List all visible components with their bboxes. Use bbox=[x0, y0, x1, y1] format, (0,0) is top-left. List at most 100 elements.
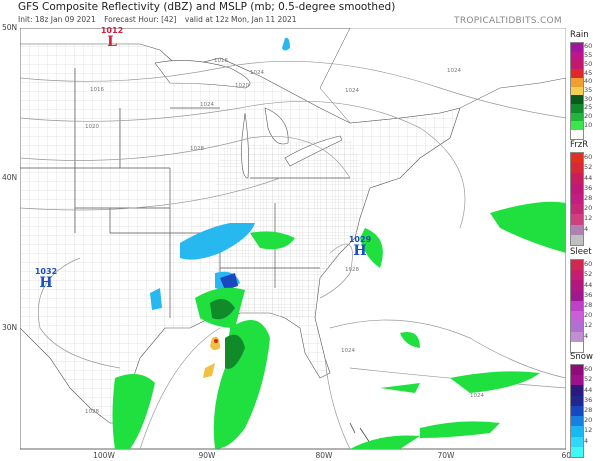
legend-colorbar-frzr bbox=[570, 152, 584, 246]
legend-label: 28 bbox=[584, 194, 593, 202]
legend-swatch bbox=[571, 112, 583, 122]
isobar-label: 1024 bbox=[447, 68, 461, 74]
lat-label-30n: 30N bbox=[2, 323, 18, 332]
legend-swatch bbox=[571, 395, 583, 406]
legend-label: 36 bbox=[584, 290, 593, 299]
map-canvas bbox=[20, 28, 566, 450]
legend-swatch bbox=[571, 385, 583, 396]
brand-watermark: TROPICALTIDBITS.COM bbox=[454, 16, 562, 26]
isobar-label: 1016 bbox=[214, 58, 228, 64]
legend-label: 60 bbox=[584, 153, 593, 162]
legend-label: 28 bbox=[584, 301, 593, 309]
legend-swatch bbox=[571, 234, 583, 245]
legend-label: 50 bbox=[584, 59, 593, 68]
legend-label: 12 bbox=[584, 426, 593, 435]
low-pressure-center: 1012 L bbox=[101, 27, 123, 50]
land-maritimes bbox=[319, 28, 566, 124]
lake-superior bbox=[154, 60, 251, 89]
land-east bbox=[210, 138, 370, 318]
legend-swatch bbox=[571, 426, 583, 437]
legend-label: 40 bbox=[584, 77, 593, 86]
legend-label: 30 bbox=[584, 94, 593, 103]
legend-swatch bbox=[571, 173, 583, 184]
isobar-label: 1024 bbox=[345, 88, 359, 94]
isobar-label: 1028 bbox=[345, 267, 359, 273]
rain-moderate bbox=[210, 299, 245, 369]
legend-swatch bbox=[571, 260, 583, 271]
isobar-label: 1024 bbox=[200, 102, 214, 108]
legend-label: 10 bbox=[584, 120, 593, 129]
legend-label: 35 bbox=[584, 86, 593, 94]
lon-label-80w: 80W bbox=[315, 451, 333, 460]
legend-swatch bbox=[571, 270, 583, 281]
legend-label: 20 bbox=[584, 204, 593, 213]
legend-label: 60 bbox=[584, 42, 593, 51]
lon-label-70w: 70W bbox=[437, 451, 455, 460]
legend-swatch bbox=[571, 153, 583, 164]
legend-label: 12 bbox=[584, 214, 593, 223]
legend-swatch bbox=[571, 86, 583, 96]
map-title: GFS Composite Reflectivity (dBZ) and MSL… bbox=[18, 1, 396, 13]
legend-title-snow: Snow bbox=[570, 352, 593, 362]
high-pressure-center-east: 1029 H bbox=[349, 236, 371, 259]
legend-title-rain: Rain bbox=[570, 30, 589, 40]
legend-label: 20 bbox=[584, 416, 593, 425]
legend-label: 12 bbox=[584, 321, 593, 330]
legend-swatch bbox=[571, 104, 583, 113]
low-symbol: L bbox=[107, 34, 117, 50]
isobar-label: 1024 bbox=[470, 393, 484, 399]
legend-label: 36 bbox=[584, 183, 593, 192]
high-value: 1032 bbox=[34, 267, 58, 276]
legend-label: 52 bbox=[584, 270, 593, 279]
lon-label-90w: 90W bbox=[198, 451, 216, 460]
legend-swatch bbox=[571, 204, 583, 215]
isobar-label: 1024 bbox=[341, 348, 355, 354]
legend-colorbar-snow bbox=[570, 364, 584, 458]
legend-swatch bbox=[571, 290, 583, 301]
high-symbol: H bbox=[353, 243, 367, 259]
lake-huron bbox=[264, 107, 289, 145]
legend-label: 44 bbox=[584, 385, 593, 394]
legend-swatch bbox=[571, 300, 583, 312]
legend-swatch bbox=[571, 331, 583, 342]
legend-swatch bbox=[571, 130, 583, 139]
high-pressure-center-west: 1032 H bbox=[34, 267, 58, 291]
high-symbol: H bbox=[39, 275, 53, 291]
legend-swatch bbox=[571, 77, 583, 87]
legend-label: 60 bbox=[584, 260, 593, 269]
legend-swatch bbox=[571, 163, 583, 174]
isobar-label: 1024 bbox=[250, 70, 264, 76]
rain-intense bbox=[214, 339, 218, 343]
isobar-label: 1028 bbox=[190, 146, 204, 152]
legend-label: 52 bbox=[584, 375, 593, 384]
legend-swatch bbox=[571, 375, 583, 386]
legend-swatch bbox=[571, 69, 583, 78]
legend-title-sleet: Sleet bbox=[570, 247, 592, 257]
legend-swatch bbox=[571, 43, 583, 52]
isobar-label: 1016 bbox=[90, 87, 104, 93]
legend-label: 25 bbox=[584, 103, 593, 112]
legend-swatch bbox=[571, 183, 583, 194]
legend-label: 20 bbox=[584, 112, 593, 121]
legend-swatch bbox=[571, 311, 583, 322]
legend-swatch bbox=[571, 405, 583, 417]
legend-label: 55 bbox=[584, 51, 593, 60]
legend-swatch bbox=[571, 436, 583, 447]
legend-swatch bbox=[571, 416, 583, 427]
valid-time: valid at 12z Mon, Jan 11 2021 bbox=[184, 15, 297, 24]
legend-swatch bbox=[571, 214, 583, 225]
legend-swatch bbox=[571, 51, 583, 61]
lon-label-100w: 100W bbox=[93, 451, 115, 460]
lat-label-40n: 40N bbox=[2, 173, 18, 182]
legend-swatch bbox=[571, 341, 583, 352]
legend-swatch bbox=[571, 95, 583, 105]
legend-title-frzr: FrzR bbox=[570, 140, 589, 150]
isobar-label: 1028 bbox=[85, 409, 99, 415]
legend-colorbar-rain bbox=[570, 42, 584, 140]
legend-swatch bbox=[571, 365, 583, 376]
legend-swatch bbox=[571, 60, 583, 70]
legend-label: 44 bbox=[584, 280, 593, 289]
legend-label: 4 bbox=[584, 436, 589, 445]
legend-label: 36 bbox=[584, 395, 593, 404]
legend-label: 4 bbox=[584, 224, 589, 233]
